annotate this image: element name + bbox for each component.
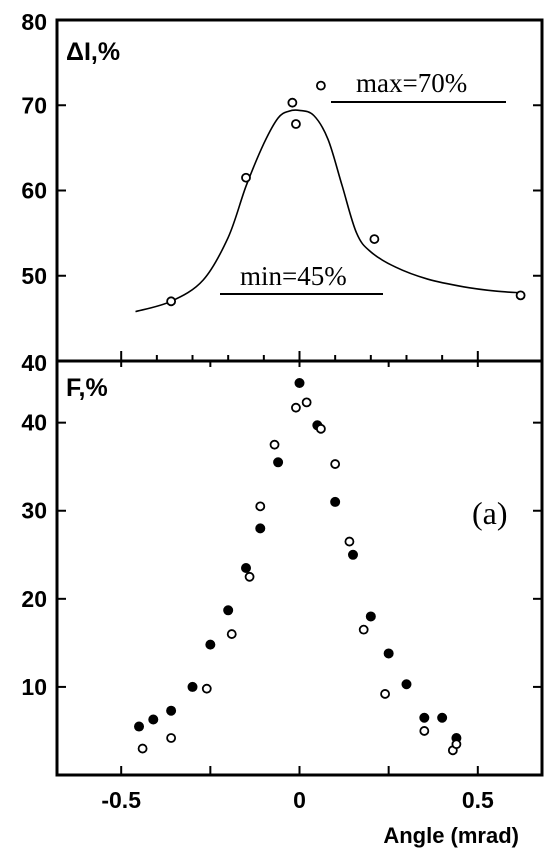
top-data-point	[369, 234, 380, 244]
top-data-point	[315, 80, 326, 91]
top-fit-line	[135, 109, 521, 313]
filled-data-point	[365, 611, 376, 622]
open-data-point	[301, 397, 312, 408]
filled-data-point	[148, 714, 159, 725]
x-axis-title: Angle (mrad)	[383, 823, 519, 848]
bottom-x-tick-label: 0.5	[462, 787, 494, 813]
bottom-x-tick-label: 0	[293, 787, 306, 813]
bottom-filled-points	[134, 378, 462, 744]
filled-data-point	[166, 705, 177, 716]
open-data-point	[137, 743, 148, 754]
bottom-y-tick-label: 20	[21, 586, 47, 612]
open-data-point	[451, 739, 462, 750]
annotation-min: min=45%	[220, 261, 383, 295]
top-y-tick-label: 60	[21, 178, 47, 204]
open-data-point	[255, 501, 266, 512]
bottom-y-tick-label: 40	[21, 410, 47, 436]
filled-data-point	[241, 563, 252, 573]
filled-data-point	[205, 639, 216, 650]
top-data-point	[241, 172, 251, 183]
filled-data-point	[347, 549, 358, 560]
top-panel-frame	[55, 18, 544, 363]
bottom-y-tick-label: 30	[21, 498, 47, 524]
filled-data-point	[437, 712, 448, 723]
annotation-min-text: min=45%	[240, 261, 347, 291]
open-data-point	[380, 689, 390, 699]
bottom-open-points	[137, 397, 462, 756]
bottom-y-axis-title: F,%	[66, 374, 108, 402]
top-data-point	[287, 97, 298, 108]
top-data-point	[166, 296, 177, 307]
open-data-point	[419, 726, 430, 736]
open-data-point	[291, 402, 301, 413]
filled-data-point	[187, 681, 198, 692]
filled-data-point	[401, 679, 412, 690]
filled-data-point	[294, 378, 305, 389]
panel-label: (a)	[472, 495, 508, 531]
bottom-panel: 10 20 30 40 -0.5 0 0.5 F,% (a) Angle (mrad)	[21, 359, 544, 848]
open-data-point	[201, 683, 212, 694]
bottom-y-tick-label: 10	[21, 674, 47, 700]
bottom-x-ticks: -0.5 0 0.5	[101, 766, 494, 813]
open-data-point	[244, 571, 255, 582]
filled-data-point	[223, 605, 234, 616]
top-data-point	[515, 290, 526, 301]
top-y-tick-label: 70	[21, 92, 47, 118]
top-data-points	[166, 80, 526, 307]
filled-data-point	[273, 457, 284, 468]
open-data-point	[226, 629, 237, 639]
filled-data-point	[255, 523, 266, 534]
bottom-panel-frame	[55, 359, 544, 777]
top-y-tick-label: 40	[21, 350, 47, 376]
open-data-point	[269, 439, 280, 450]
annotation-max: max=70%	[331, 68, 506, 103]
filled-data-point	[330, 496, 341, 507]
top-y-ticks: 40 50 60 70 80	[21, 9, 542, 376]
filled-data-point	[419, 712, 430, 723]
open-data-point	[344, 536, 355, 547]
top-panel: 40 50 60 70 80 ΔI,% max=70% min=45%	[21, 9, 544, 376]
open-data-point	[166, 733, 177, 743]
filled-data-point	[383, 648, 394, 659]
top-data-point	[291, 119, 301, 129]
top-y-axis-title: ΔI,%	[66, 38, 120, 66]
bottom-x-tick-label: -0.5	[101, 787, 141, 813]
annotation-max-text: max=70%	[356, 68, 467, 98]
open-data-point	[330, 459, 341, 469]
top-y-tick-label: 80	[21, 9, 47, 35]
open-data-point	[315, 423, 326, 434]
filled-data-point	[134, 721, 145, 732]
bottom-y-ticks: 10 20 30 40	[21, 361, 542, 700]
open-data-point	[358, 624, 369, 635]
top-y-tick-label: 50	[21, 263, 47, 289]
